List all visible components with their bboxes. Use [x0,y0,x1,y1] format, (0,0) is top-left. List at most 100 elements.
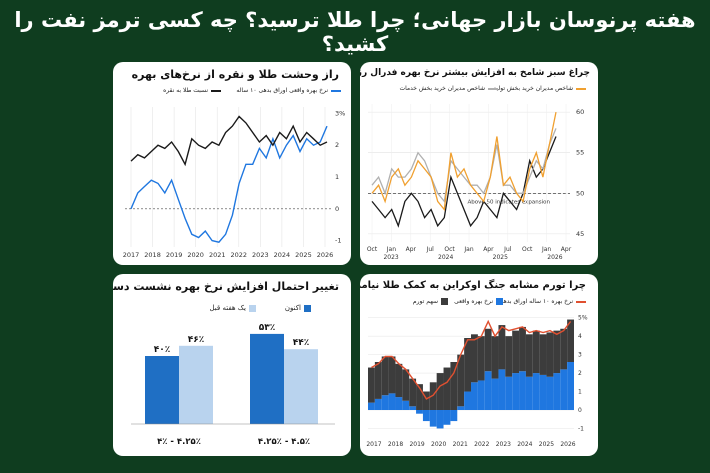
legend-entry-real: نرخ بهره واقعی [454,298,503,305]
bar-real-yield [560,369,568,410]
bar-inflation [464,338,471,392]
bar-inflation [429,382,437,410]
y-tick-label: 45 [576,230,584,238]
legend-entry-services: شاخص مدیران خرید بخش خدمات [399,85,498,92]
bar-real-yield [567,362,574,410]
bar-inflation [553,330,561,374]
y-tick-label: -1 [335,237,341,245]
x-year-label: 2025 [493,254,508,261]
x-tick-label: 2026 [560,441,575,448]
gold-silver-chart-svg: 2017 2018 2019 2020 2021 2022 2023 2024 2025 2026… [123,107,345,259]
y-tick-label: 1 [335,173,339,181]
x-tick-label: Jan [541,246,551,253]
chart-card-gold-silver: راز وحشت طلا و نقره از نرخ‌های بهره نرخ … [113,62,351,265]
y-tick-label: 55 [576,149,584,157]
bar-inflation [450,362,458,410]
bar-inflation [422,391,430,410]
x-tick-label: Apr [406,246,417,253]
chart-title: راز وحشت طلا و نقره از نرخ‌های بهره [131,68,339,81]
x-tick-label: 2019 [166,251,183,259]
chart-card-december-probability: تغییر احتمال افزایش نرخ بهره نشست دسامبر… [113,274,351,456]
bar-real-yield [512,373,520,410]
x-tick-label: 2018 [388,441,403,448]
bar-real-yield [381,395,389,410]
x-tick-label: Oct [522,246,533,253]
x-tick-label: 2022 [474,441,489,448]
chart-card-pmi: چراغ سبز شامخ به افزایش بیشتر نرخ بهره ف… [360,62,598,265]
bar-inflation [368,367,375,403]
threshold-annotation: Above 50 indicates expansion [468,199,551,205]
bar-real-yield [368,402,375,410]
x-tick-label: 2019 [409,441,424,448]
legend-entry-inflation: سهم تورم [413,298,448,305]
bar-bar_now [145,356,179,424]
bar-real-yield [457,406,465,410]
series-line-blue [130,125,328,243]
y-tick-label: 3 [578,352,582,359]
bar-real-yield [539,374,547,410]
x-tick-label: 2018 [144,251,161,259]
bar-real-yield [395,397,403,410]
category-label: ۴٪ - ۴.۲۵٪ [157,437,201,447]
bar-bar_prev [179,345,213,424]
x-tick-label: Oct [367,246,378,253]
bar-inflation [477,336,485,381]
bar-inflation [388,356,396,394]
bar-real-yield [416,410,423,414]
y-tick-label: 0 [578,407,582,414]
y-tick-label: 4 [578,333,582,340]
x-tick-label: 2026 [317,251,334,259]
series-line-black [371,136,557,228]
bar-inflation [416,384,423,410]
bar-inflation [560,328,568,370]
x-tick-label: Jul [503,246,512,253]
x-tick-label: 2022 [231,251,248,259]
legend-entry-week-ago: یک هفته قبل [209,304,256,312]
bar-real-yield [477,380,485,410]
bar-inflation [519,326,526,372]
bar-real-yield [374,398,382,410]
bar-inflation [402,369,410,401]
x-tick-label: 2021 [209,251,226,259]
bar-inflation [409,378,417,407]
x-tick-label: Oct [444,246,455,253]
y-tick-label: 60 [576,108,584,116]
x-tick-label: Apr [561,246,572,253]
bar-inflation [443,367,451,410]
bar-real-yield [491,378,499,410]
bar-real-yield [464,391,471,410]
y-tick-label: 2 [335,141,339,149]
y-tick-label: 2 [578,370,582,377]
bar-inflation [374,362,382,399]
series-line-10y [371,319,572,400]
bar-real-yield [450,410,458,422]
x-tick-label: 2025 [295,251,312,259]
x-tick-label: 2024 [517,441,532,448]
chart-title: چرا تورم مشابه جنگ اوکراین به کمک طلا نی… [360,280,586,291]
bar-real-yield [525,376,533,410]
y-tick-label: 0 [335,205,339,213]
x-tick-label: Jan [463,246,473,253]
y-tick-label: 3% [335,109,345,117]
bar-real-yield [498,369,506,410]
bar-real-yield [409,406,417,410]
x-tick-label: 2023 [496,441,511,448]
bar-inflation [381,356,389,396]
bar-real-yield [443,410,451,425]
x-tick-label: 2020 [187,251,204,259]
bar-value-label: ۴۰٪ [154,345,170,355]
bar-inflation [457,354,465,407]
x-tick-label: 2021 [453,441,468,448]
bar-value-label: ۵۳٪ [259,323,275,333]
x-tick-label: 2017 [366,441,381,448]
bar-bar_prev [284,349,318,424]
bar-value-label: ۴۴٪ [293,338,309,348]
x-year-label: 2026 [547,254,562,261]
legend-entry-real-yield: نرخ بهره واقعی اوراق بدهی ۱۰ ساله [236,87,341,94]
bar-inflation [539,334,547,375]
bar-real-yield [429,410,437,427]
y-tick-label: 50 [576,189,584,197]
series-line-black [130,115,328,167]
x-tick-label: Jul [426,246,435,253]
category-label: ۴.۲۵٪ - ۴.۵٪ [258,437,310,447]
